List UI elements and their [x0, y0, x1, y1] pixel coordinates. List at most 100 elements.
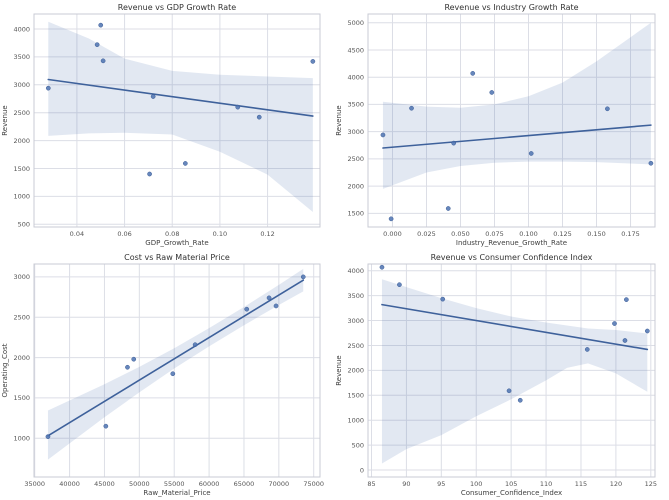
x-tick-label: 70000 [268, 480, 289, 488]
y-tick-label: 2500 [13, 314, 30, 322]
y-tick-label: 1500 [13, 165, 30, 173]
scatter-point [445, 206, 451, 211]
x-tick-label: 40000 [59, 480, 80, 488]
scatter-point [45, 434, 51, 440]
y-tick-label: 3000 [13, 81, 30, 89]
chart-background [0, 250, 334, 500]
x-tick-label: 0.08 [165, 230, 179, 238]
scatter-point [235, 104, 241, 110]
chart-svg-revenue-vs-gdp-growth: 0.04 0.06 0.08 0.10 0.12 500 1000 1500 2000 2500 3… [0, 0, 334, 250]
regression-line [381, 303, 649, 351]
scatter-point [103, 423, 109, 429]
scatter-point [409, 105, 414, 111]
scatter-point [244, 306, 250, 312]
x-axis-label: Raw_Material_Price [143, 489, 210, 497]
y-tick-label: 2000 [347, 182, 364, 190]
x-tick-label: 0.04 [70, 230, 84, 238]
chart-svg-revenue-vs-industry-growth: 0.000 0.025 0.050 0.075 0.100 0.125 0.150 0.175… [334, 0, 669, 250]
x-tick-label: 85 [367, 480, 375, 488]
x-tick-label: 0.175 [621, 230, 640, 238]
regression-line [382, 124, 652, 149]
x-tick-label: 0.025 [417, 230, 436, 238]
y-tick-label: 5000 [347, 19, 364, 27]
scatter-point [100, 58, 106, 64]
y-tick-label: 2000 [347, 367, 364, 375]
x-tick-label: 120 [610, 480, 622, 488]
plot-frame [367, 263, 656, 478]
y-axis-label: Revenue [1, 105, 9, 136]
x-tick-label: 0.12 [260, 230, 274, 238]
y-tick-label: 2500 [347, 342, 364, 350]
scatter-point [397, 282, 402, 288]
x-tick-label: 0.150 [587, 230, 606, 238]
x-tick-label: 95 [437, 480, 445, 488]
chart-revenue-vs-consumer-confidence: 85 90 95 100 105 110 115 120 125 0 500 1000 1500 2000… [334, 250, 669, 500]
regression-line [47, 78, 314, 117]
scatter-point [45, 85, 51, 91]
y-axis-label: Revenue [335, 355, 343, 386]
scatter-point [379, 264, 385, 270]
x-axis-label: Industry_Revenue_Growth_Rate [456, 239, 567, 247]
confidence-band [48, 21, 313, 212]
x-tick-label: 60000 [199, 480, 220, 488]
scatter-point [266, 295, 272, 301]
scatter-point [192, 342, 198, 348]
scatter-point [273, 303, 279, 309]
x-tick-label: 55000 [164, 480, 185, 488]
chart-cost-vs-raw-material-price: 35000 40000 45000 50000 55000 60000 65000 70000… [0, 250, 334, 500]
y-tick-label: 4000 [347, 267, 364, 275]
scatter-point [380, 132, 386, 138]
y-tick-label: 2500 [347, 155, 364, 163]
y-tick-label: 3000 [13, 273, 30, 281]
chart-title: Cost vs Raw Material Price [124, 253, 230, 262]
scatter-point [388, 216, 394, 222]
y-tick-label: 500 [352, 441, 364, 449]
y-tick-label: 3000 [347, 317, 364, 325]
x-tick-label: 115 [575, 480, 587, 488]
scatter-point [612, 321, 617, 326]
y-tick-label: 1500 [347, 392, 364, 400]
scatter-point [256, 114, 262, 120]
scatter-point [648, 160, 654, 166]
scatter-point [644, 328, 650, 334]
x-tick-label: 0.10 [213, 230, 227, 238]
chart-revenue-vs-gdp-growth: 0.04 0.06 0.08 0.10 0.12 500 1000 1500 2000 2500 3… [0, 0, 334, 250]
y-tick-label: 500 [18, 221, 30, 229]
x-tick-label: 50000 [129, 480, 150, 488]
y-tick-label: 2500 [13, 109, 30, 117]
plot-frame [367, 13, 656, 228]
x-tick-label: 0.075 [485, 230, 504, 238]
x-tick-label: 90 [402, 480, 410, 488]
x-tick-label: 0.06 [117, 230, 131, 238]
scatter-point [94, 42, 100, 48]
x-tick-label: 100 [470, 480, 482, 488]
x-tick-label: 75000 [303, 480, 324, 488]
y-tick-label: 1000 [13, 193, 30, 201]
chart-title: Revenue vs GDP Growth Rate [118, 3, 236, 12]
scatter-point [98, 22, 104, 28]
scatter-point [517, 397, 523, 403]
y-tick-label: 2000 [13, 137, 30, 145]
y-tick-label: 4000 [347, 73, 364, 81]
scatter-point [310, 59, 316, 64]
confidence-band [381, 279, 648, 464]
chart-background [334, 0, 669, 250]
chart-title: Revenue vs Industry Growth Rate [444, 3, 578, 12]
plot-frame [33, 13, 321, 228]
scatter-point [147, 171, 152, 177]
scatter-point [489, 90, 495, 95]
y-axis-label: Operating_Cost [1, 343, 9, 397]
plot-frame [33, 263, 321, 478]
scatter-point [528, 151, 534, 156]
chart-background [0, 0, 334, 250]
scatter-point [506, 388, 512, 394]
x-tick-label: 35000 [24, 480, 45, 488]
confidence-band [47, 268, 304, 460]
x-axis-label: Consumer_Confidence_Index [461, 489, 562, 497]
x-tick-label: 125 [645, 480, 657, 488]
chart-background [334, 250, 669, 500]
x-tick-label: 0.000 [383, 230, 402, 238]
y-tick-label: 3500 [347, 101, 364, 109]
scatter-point [624, 297, 629, 302]
